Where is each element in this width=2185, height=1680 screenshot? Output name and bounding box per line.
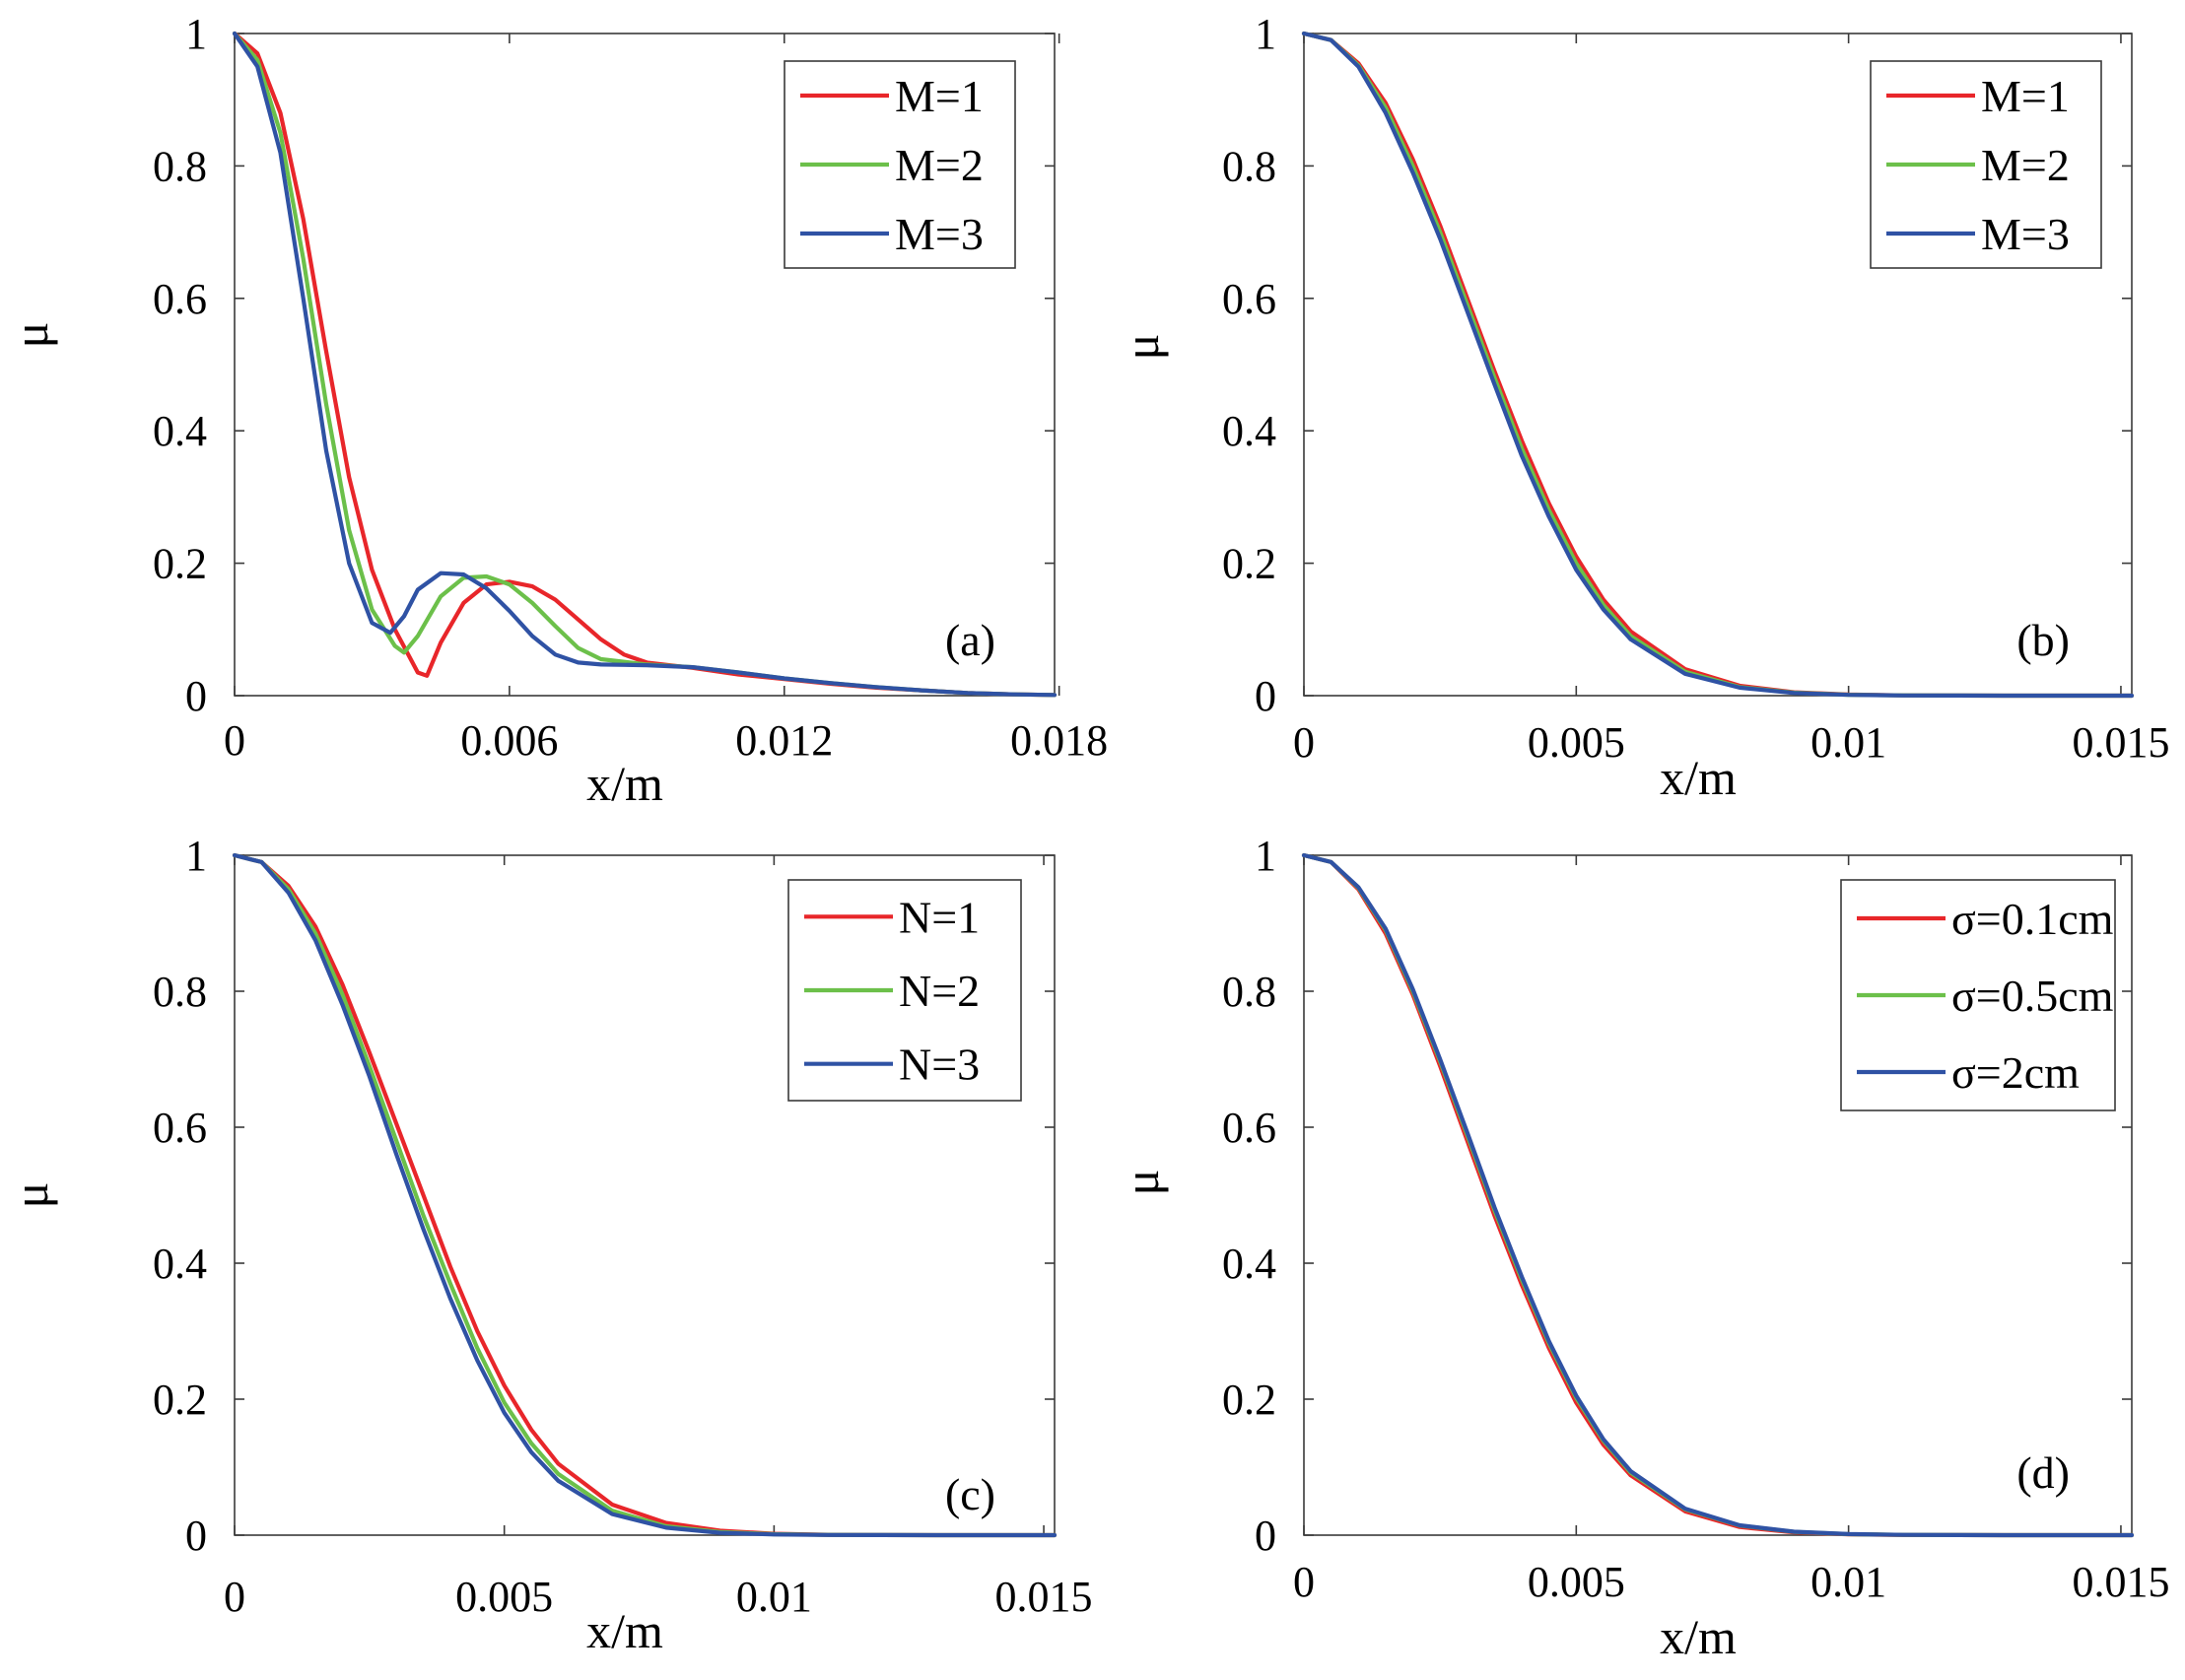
series-line-M=3 [1301, 31, 2135, 699]
x-tick-label: 0 [224, 716, 245, 765]
y-tick-label: 1 [185, 10, 207, 58]
y-tick-label: 0.8 [153, 968, 207, 1016]
legend-label: M=3 [895, 209, 984, 259]
panel-b: 0 0.005 0.01 0.01500.20.40.60.81x/mμ(b)M=1M… [1114, 10, 2169, 805]
panel-label: (b) [2016, 615, 2070, 665]
x-tick-label: 0.005 [455, 1573, 553, 1621]
legend-label: M=2 [895, 140, 984, 190]
legend: M=1 M=2 M=3 [784, 60, 1016, 269]
legend-label: σ=0.5cm [1951, 971, 2114, 1021]
y-tick-label: 1 [1255, 832, 1276, 880]
panel-label: (a) [945, 615, 995, 665]
y-tick-label: 0.4 [153, 407, 207, 455]
x-tick-label: 0.005 [1528, 718, 1625, 767]
x-tick-label: 0.012 [735, 716, 833, 765]
series-line-M=3 [232, 31, 1058, 698]
x-axis-label: x/m [586, 756, 663, 811]
legend: N=1 N=2 N=3 [787, 879, 1022, 1102]
y-tick-label: 0.4 [1222, 1240, 1276, 1288]
y-tick-label: 0.6 [1222, 1104, 1276, 1152]
y-tick-label: 1 [185, 832, 207, 880]
y-tick-label: 0.2 [1222, 1376, 1276, 1424]
x-tick-label: 0.006 [460, 716, 558, 765]
x-axis-label: x/m [1660, 1609, 1737, 1664]
x-tick-label: 0.015 [2072, 1558, 2169, 1606]
y-axis-label: μ [3, 322, 58, 349]
y-tick-label: 0.2 [1222, 540, 1276, 588]
x-tick-label: 0.01 [1810, 718, 1886, 767]
x-tick-label: 0 [224, 1573, 245, 1621]
panel-c: 0 0.005 0.01 0.01500.20.40.60.81x/mμ(c)N=1N… [3, 832, 1093, 1658]
x-axis-label: x/m [586, 1603, 663, 1658]
x-tick-label: 0.015 [2072, 718, 2169, 767]
y-tick-label: 0.6 [153, 1104, 207, 1152]
panel-d: 0 0.005 0.01 0.015 0 0.2 0.4 0.6 0.8 1 x/m μ (d) σ=0.… [1114, 832, 2169, 1664]
plot-frame [1303, 33, 2133, 697]
legend: σ=0.1cm σ=0.5cm σ=2cm [1840, 879, 2116, 1111]
y-tick-label: 0.2 [153, 1376, 207, 1424]
series-line-N=3 [232, 852, 1058, 1538]
series-line-σ=2cm [1301, 852, 2135, 1538]
y-axis-label: μ [1114, 1170, 1169, 1196]
y-tick-label: 0.8 [1222, 142, 1276, 190]
y-axis-label: μ [1114, 334, 1169, 361]
plot-frame [234, 854, 1056, 1536]
plot-frame [234, 33, 1056, 697]
y-tick-label: 0 [185, 672, 207, 720]
x-axis-label: x/m [1660, 750, 1737, 805]
y-tick-label: 0.8 [153, 142, 207, 190]
panel-label: (d) [2016, 1447, 2070, 1498]
y-tick-label: 0.2 [153, 540, 207, 588]
x-tick-label: 0.01 [1810, 1558, 1886, 1606]
legend: M=1 M=2 M=3 [1870, 60, 2102, 269]
legend-label: N=3 [899, 1040, 980, 1090]
x-tick-label: 0.018 [1010, 716, 1108, 765]
y-tick-label: 0.8 [1222, 968, 1276, 1016]
legend-label: M=1 [895, 71, 984, 121]
legend-label: σ=0.1cm [1951, 894, 2114, 944]
y-tick-label: 0 [1255, 1512, 1276, 1560]
panel-label: (c) [945, 1469, 995, 1519]
x-tick-label: 0.015 [995, 1573, 1093, 1621]
x-tick-label: 0 [1293, 1558, 1315, 1606]
y-tick-label: 1 [1255, 10, 1276, 58]
x-tick-label: 0 [1293, 718, 1315, 767]
legend-label: M=3 [1981, 209, 2070, 259]
legend-label: M=2 [1981, 140, 2070, 190]
y-tick-label: 0.6 [1222, 275, 1276, 323]
y-tick-label: 0 [1255, 672, 1276, 720]
y-tick-label: 0.4 [1222, 407, 1276, 455]
legend-label: N=2 [899, 966, 980, 1016]
y-tick-label: 0.6 [153, 275, 207, 323]
x-tick-label: 0.005 [1528, 1558, 1625, 1606]
legend-label: σ=2cm [1951, 1047, 2080, 1098]
panel-a: 0 0.006 0.012 0.018 0 0.2 0.4 0.6 0.8 1 x/m μ (a) M=1… [3, 10, 1108, 811]
x-tick-label: 0.01 [736, 1573, 812, 1621]
y-tick-label: 0 [185, 1512, 207, 1560]
plot-frame [1303, 854, 2133, 1536]
y-tick-label: 0.4 [153, 1240, 207, 1288]
legend-label: N=1 [899, 892, 980, 942]
y-axis-label: μ [3, 1182, 58, 1209]
legend-label: M=1 [1981, 71, 2070, 121]
